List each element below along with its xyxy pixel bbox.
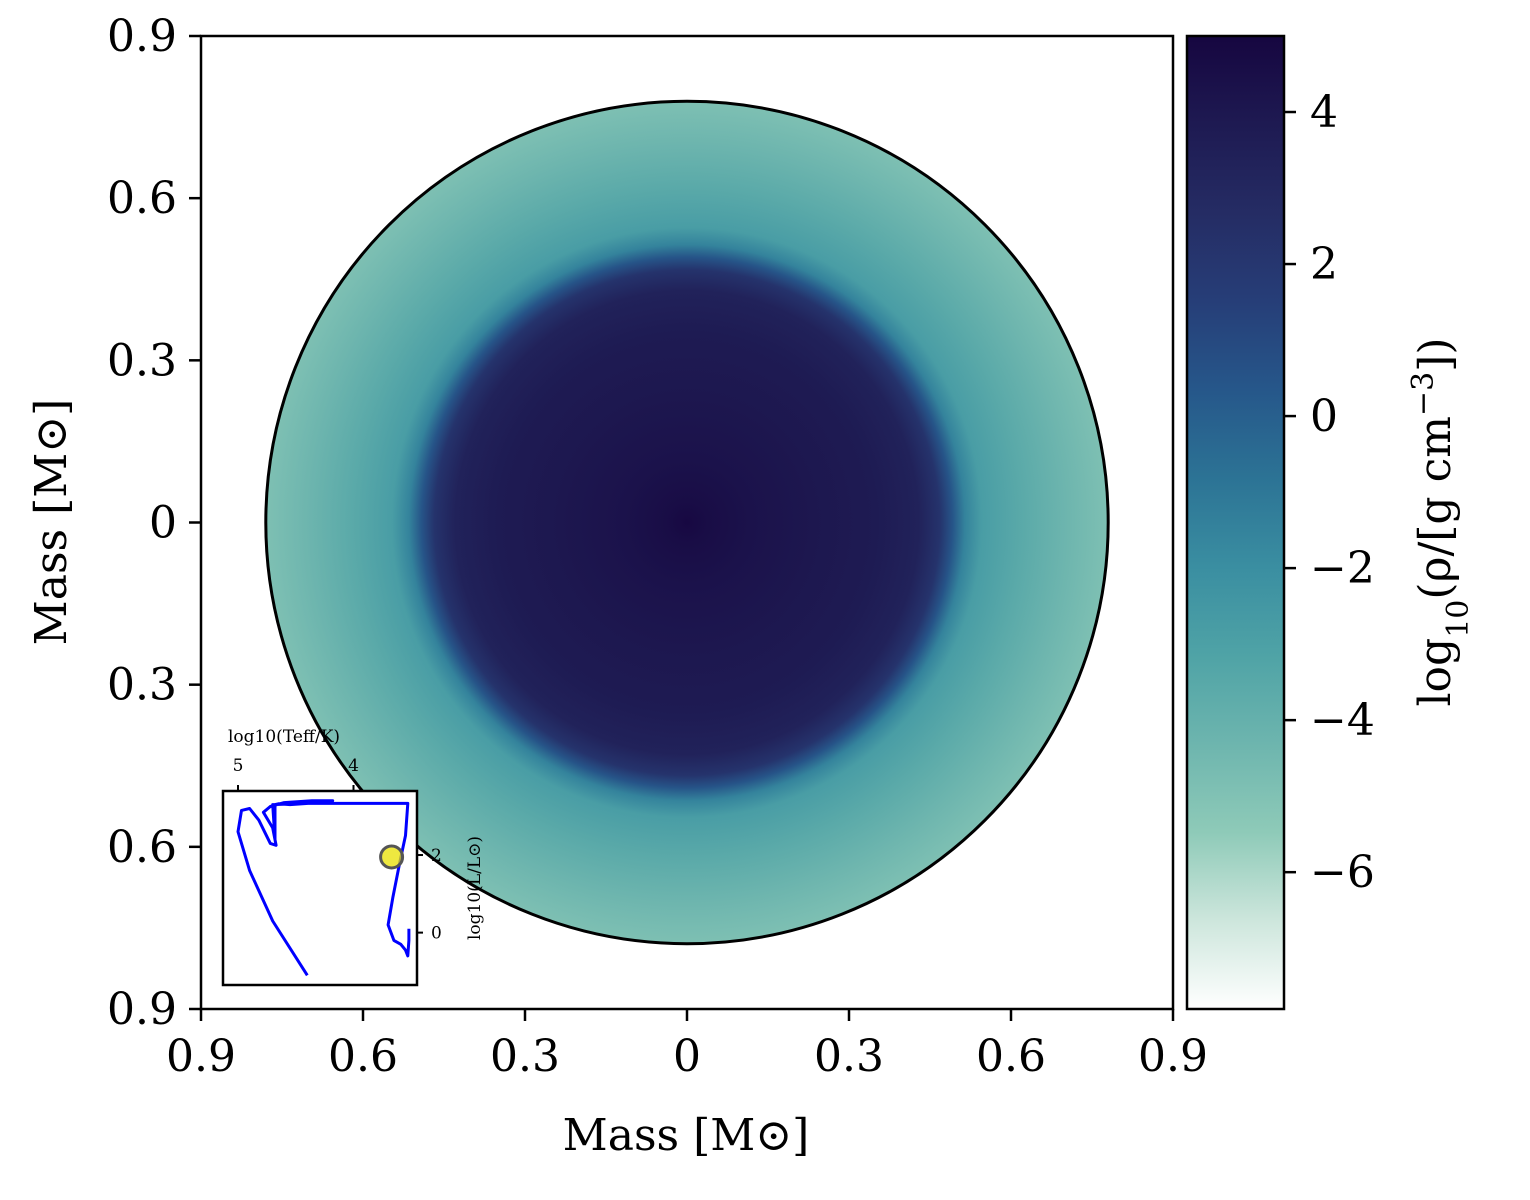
x-axis-ticks: 0.9 0.6 0.3 0 0.3 0.6 0.9 — [166, 1009, 1208, 1082]
y-tick-label: 0.3 — [107, 660, 177, 711]
y-tick-label: 0.3 — [107, 335, 177, 386]
x-tick-label: 0.3 — [814, 1031, 884, 1082]
inset-background — [223, 791, 417, 985]
x-tick-label: 0.6 — [976, 1031, 1046, 1082]
star-density-disk — [264, 99, 1110, 946]
x-tick-label: 0.9 — [166, 1031, 236, 1082]
inset-frame — [221, 789, 419, 987]
colorbar-tick-label: 2 — [1310, 239, 1338, 290]
y-axis-title: Mass [M⊙] — [26, 399, 77, 646]
colorbar-fill — [1187, 36, 1284, 1009]
inset-y-tick-label: 0 — [431, 924, 442, 944]
colorbar-tick-label: 0 — [1310, 391, 1338, 442]
inset-x-tick-label: 5 — [233, 756, 244, 776]
colorbar-tick-label: −2 — [1310, 543, 1375, 594]
colorbar-title-sub: 10 — [1441, 600, 1476, 638]
inset-track-line — [236, 799, 411, 977]
x-axis-title: Mass [M⊙] — [563, 1110, 810, 1161]
inset-hr-diagram: 5 4 2 0 log10(Teff/K) log10(L/L⊙) — [221, 727, 485, 987]
y-axis-ticks: 0.9 0.6 0.3 0 0.3 0.6 0.9 — [107, 11, 201, 1035]
colorbar-title-close: ]) — [1410, 337, 1461, 371]
colorbar-frame — [1185, 34, 1286, 1011]
colorbar-tick-label: 4 — [1310, 87, 1338, 138]
colorbar-title-base: log — [1410, 638, 1461, 707]
colorbar-title-sup: −3 — [1406, 372, 1441, 416]
y-tick-label: 0.6 — [107, 173, 177, 224]
y-tick-label: 0 — [149, 498, 177, 549]
colorbar-tick-label: −4 — [1310, 695, 1375, 746]
colorbar-ticks: 4 2 0 −2 −4 −6 — [1284, 87, 1375, 898]
inset-current-point — [379, 844, 405, 870]
x-tick-label: 0 — [673, 1031, 701, 1082]
colorbar-title: log10(ρ/[g cm−3]) — [1406, 337, 1476, 706]
inset-y-title: log10(L/L⊙) — [465, 836, 485, 940]
colorbar-title-open: (ρ/[g cm — [1410, 416, 1461, 600]
inset-x-tick-label: 4 — [348, 756, 359, 776]
inset-x-title: log10(Teff/K) — [228, 727, 340, 747]
y-tick-label: 0.9 — [107, 11, 177, 62]
inset-ticks: 5 4 2 0 — [233, 756, 442, 944]
x-tick-label: 0.9 — [1138, 1031, 1208, 1082]
inset-y-tick-label: 2 — [431, 846, 442, 866]
y-tick-label: 0.9 — [107, 984, 177, 1035]
x-tick-label: 0.6 — [328, 1031, 398, 1082]
y-tick-label: 0.6 — [107, 822, 177, 873]
colorbar-tick-label: −6 — [1310, 847, 1375, 898]
x-tick-label: 0.3 — [490, 1031, 560, 1082]
